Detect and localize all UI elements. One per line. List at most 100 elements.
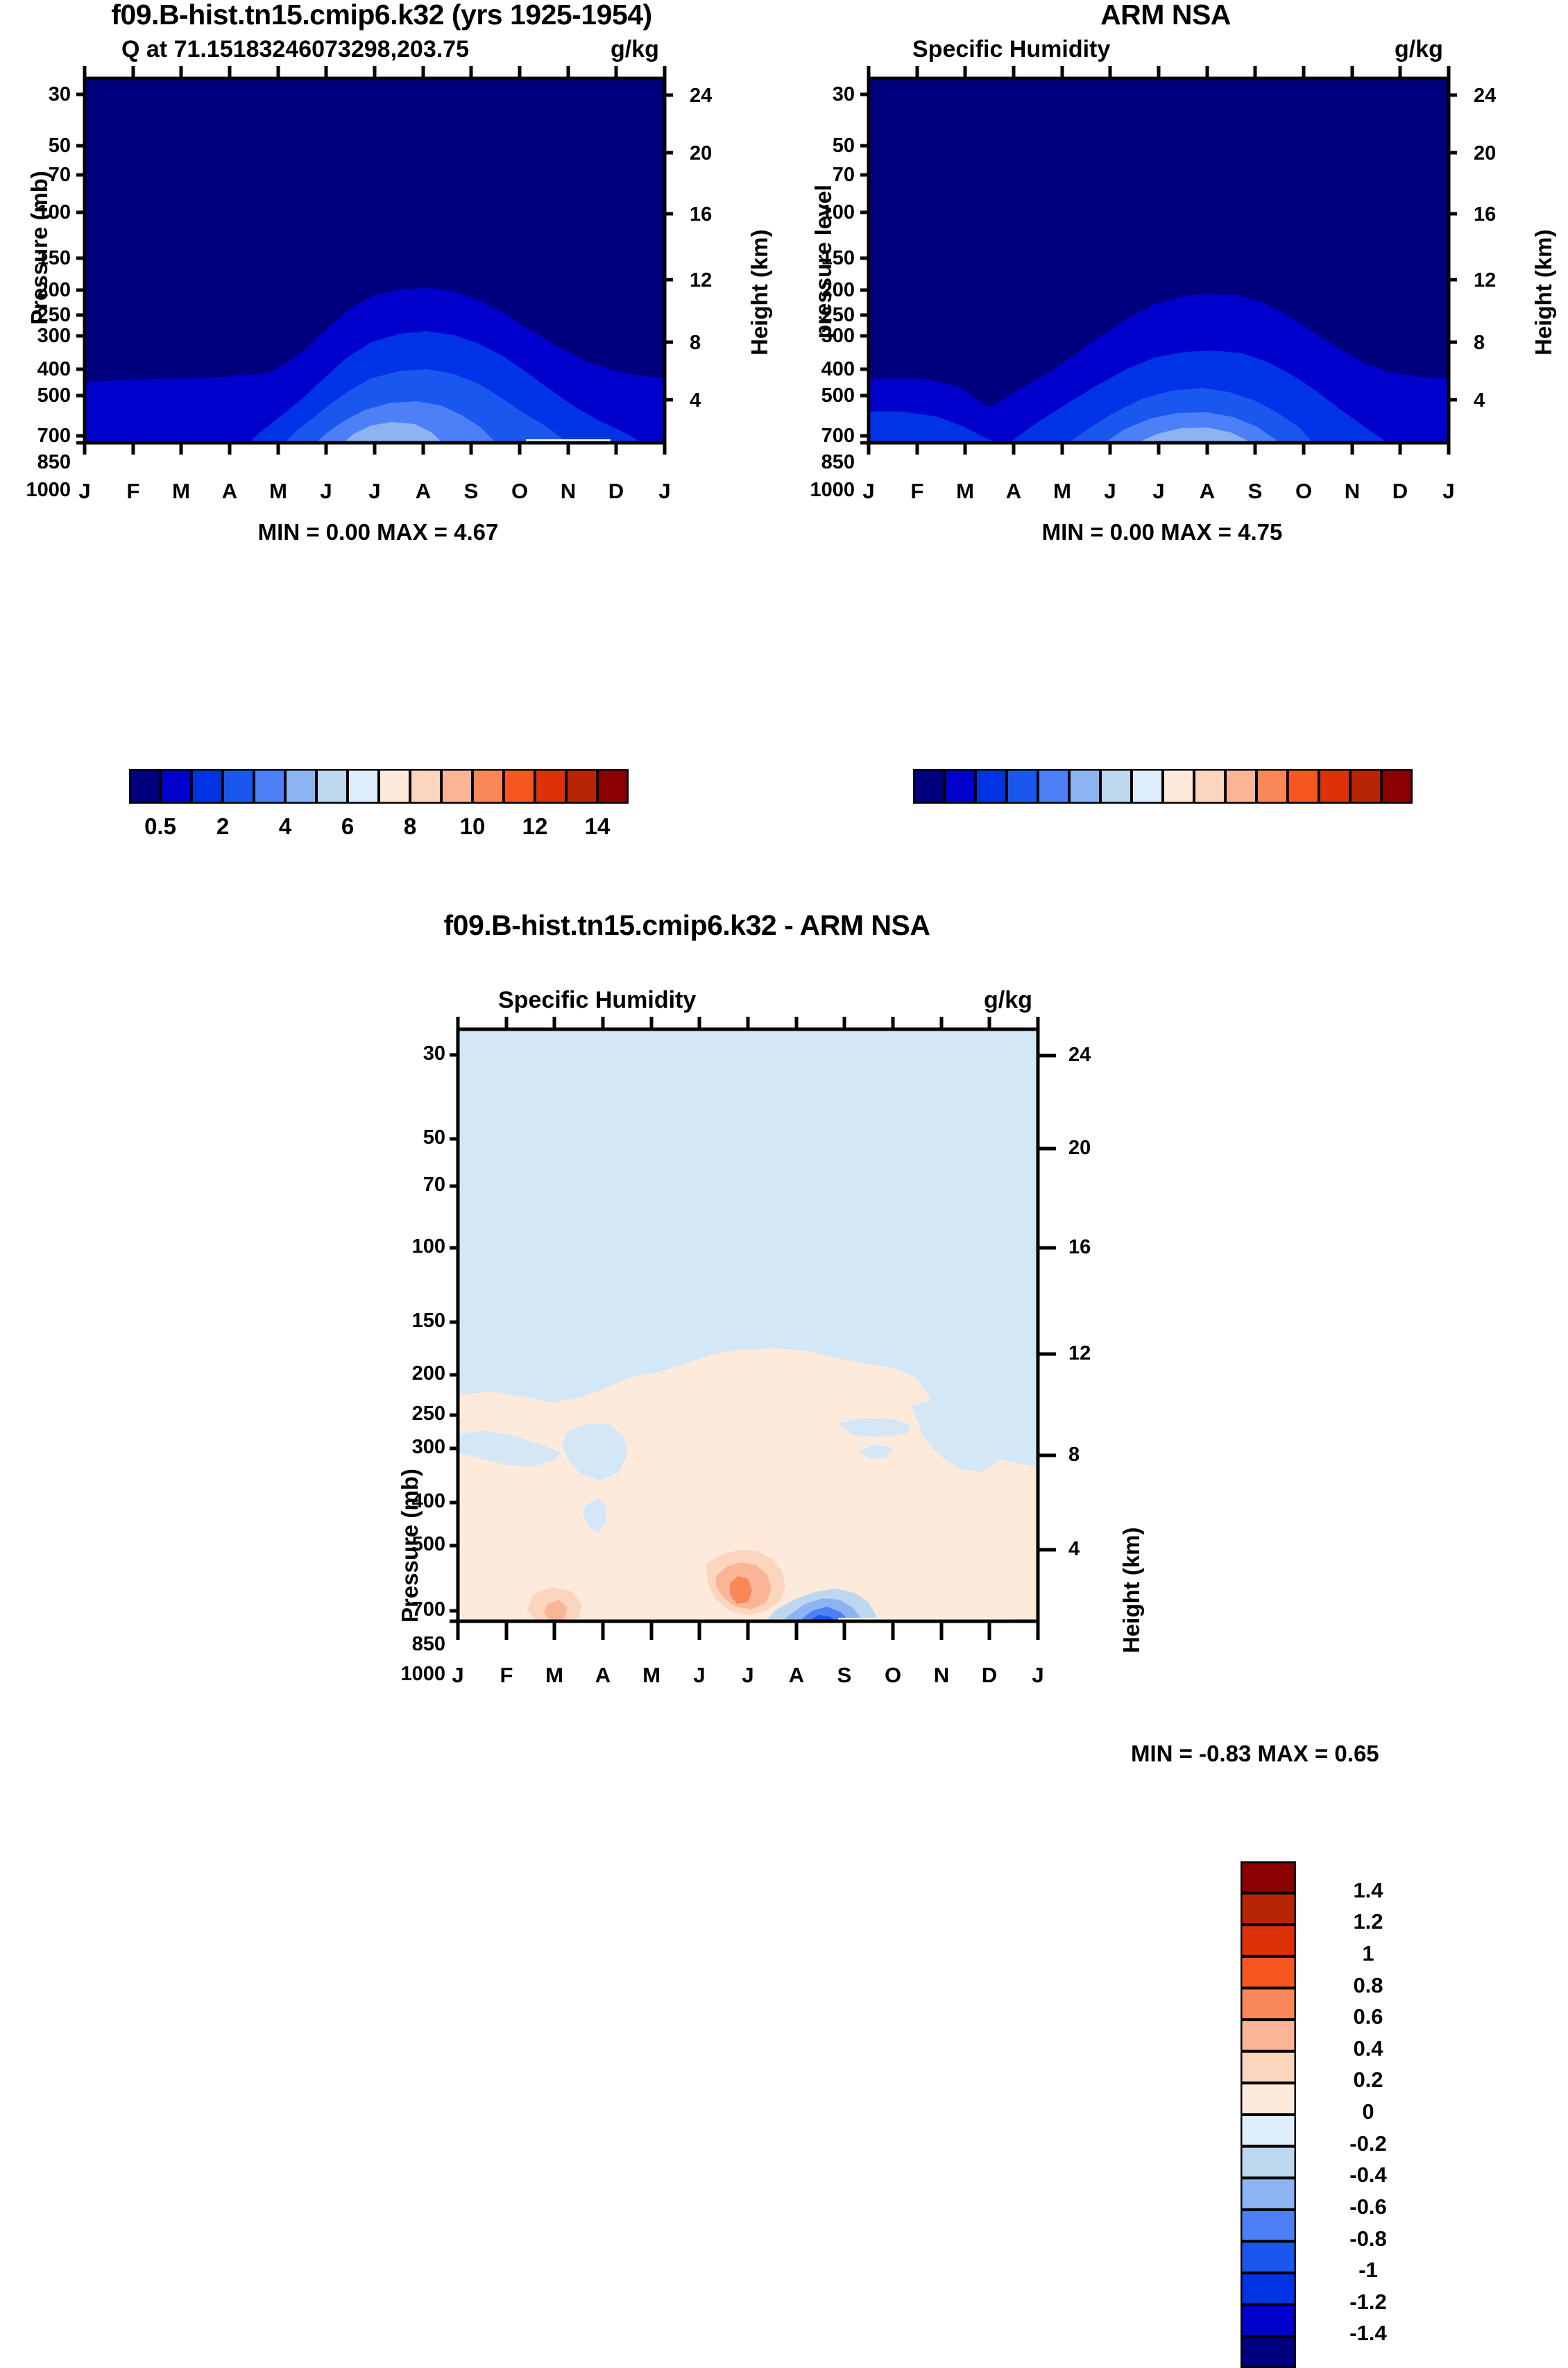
colorbar-cell xyxy=(1241,1986,1296,2022)
ytick-model-30: 30 xyxy=(48,83,71,105)
colorbar-diff xyxy=(1241,1861,1296,2368)
colorbar-cell xyxy=(943,769,977,804)
colorbar-cell xyxy=(1241,2145,1296,2180)
ytick-model-100: 100 xyxy=(37,201,71,223)
ytick-diff-h20: 20 xyxy=(1068,1137,1091,1159)
colorbar-tick-label: 2 xyxy=(216,813,230,839)
colorbar-cell xyxy=(1241,2208,1296,2243)
ytick-obs-200: 200 xyxy=(821,279,855,301)
ytick-diff-h12: 12 xyxy=(1068,1342,1091,1364)
colorbar-tick-label: -1 xyxy=(1358,2258,1378,2283)
colorbar-cell xyxy=(1037,769,1071,804)
xtick-diff-0: J xyxy=(452,1663,464,1687)
ytick-diff-400: 400 xyxy=(411,1490,445,1512)
colorbar-cell xyxy=(1380,769,1413,804)
xtick-model-1: F xyxy=(126,479,140,503)
xtick-model-11: D xyxy=(608,479,624,503)
ytick-obs-h16: 16 xyxy=(1474,203,1497,226)
colorbar-tick-label: 8 xyxy=(403,813,417,839)
panel-obs-title: ARM NSA xyxy=(1100,0,1231,31)
panel-diff-title: f09.B-hist.tn15.cmip6.k32 - ARM NSA xyxy=(443,909,930,941)
colorbar-cell xyxy=(129,769,162,804)
ytick-model-300: 300 xyxy=(37,325,71,347)
ytick-obs-100: 100 xyxy=(821,201,855,223)
colorbar-cell xyxy=(315,769,349,804)
ytick-obs-400: 400 xyxy=(821,358,855,380)
ytick-model-1000: 1000 xyxy=(26,479,71,501)
colorbar-cell xyxy=(1099,769,1133,804)
xtick-model-0: J xyxy=(78,479,91,503)
ytick-obs-h8: 8 xyxy=(1474,332,1485,354)
xtick-diff-8: S xyxy=(837,1663,852,1687)
xtick-model-7: A xyxy=(415,479,432,503)
ytick-obs-700: 700 xyxy=(821,425,855,447)
xtick-model-5: J xyxy=(320,479,332,503)
ytick-diff-50: 50 xyxy=(423,1126,445,1149)
colorbar-tick-label: 0 xyxy=(1362,2099,1374,2124)
panel-diff-units: g/kg xyxy=(984,987,1032,1013)
xtick-diff-5: J xyxy=(693,1663,706,1687)
ytick-diff-200: 200 xyxy=(411,1362,445,1385)
ytick-model-h4: 4 xyxy=(690,389,701,412)
colorbar-cell xyxy=(1241,2176,1296,2211)
ytick-model-h20: 20 xyxy=(690,142,713,164)
xtick-obs-8: S xyxy=(1247,479,1263,503)
colorbar-cell xyxy=(440,769,474,804)
ytick-diff-h8: 8 xyxy=(1068,1444,1080,1466)
panel-model-minmax: MIN = 0.00 MAX = 4.67 xyxy=(257,519,499,545)
panel-diff-subtitle-left: Specific Humidity xyxy=(498,987,697,1013)
xtick-diff-1: F xyxy=(500,1663,513,1687)
colorbar-tick-label: -0.4 xyxy=(1349,2163,1387,2188)
ytick-obs-1000: 1000 xyxy=(810,479,855,501)
ytick-diff-30: 30 xyxy=(423,1042,445,1065)
colorbar-cell xyxy=(1241,2018,1296,2053)
ytick-obs-300: 300 xyxy=(821,325,855,347)
colorbar-cell xyxy=(1286,769,1320,804)
ytick-model-150: 150 xyxy=(37,247,71,269)
xtick-model-2: M xyxy=(172,479,190,503)
xtick-diff-10: N xyxy=(933,1663,950,1687)
colorbar-cell xyxy=(974,769,1008,804)
panel-diff-ylabel-right: Height (km) xyxy=(1118,1527,1144,1654)
xtick-obs-11: D xyxy=(1392,479,1408,503)
colorbar-cell xyxy=(253,769,287,804)
panel-model-ylabel-right: Height (km) xyxy=(747,229,772,356)
colorbar-cell xyxy=(1241,1891,1296,1927)
colorbar-cell xyxy=(1241,2113,1296,2148)
xtick-obs-4: M xyxy=(1053,479,1071,503)
ytick-diff-700: 700 xyxy=(411,1598,445,1621)
ytick-obs-h12: 12 xyxy=(1474,269,1497,291)
colorbar-cell xyxy=(913,769,946,804)
colorbar-tick-label: -1.2 xyxy=(1349,2289,1387,2314)
ytick-model-h16: 16 xyxy=(690,203,713,226)
colorbar-cell xyxy=(471,769,505,804)
colorbar-tick-label: -1.4 xyxy=(1349,2321,1387,2346)
xtick-diff-3: A xyxy=(595,1663,611,1687)
colorbar-cell xyxy=(346,769,380,804)
ytick-obs-h24: 24 xyxy=(1474,85,1497,107)
ytick-model-500: 500 xyxy=(37,384,71,407)
xtick-model-10: N xyxy=(560,479,577,503)
ytick-obs-30: 30 xyxy=(832,83,855,105)
xtick-diff-7: A xyxy=(788,1663,805,1687)
colorbar-cell xyxy=(377,769,411,804)
colorbar-cell xyxy=(502,769,536,804)
ytick-model-250: 250 xyxy=(37,304,71,326)
xtick-obs-9: O xyxy=(1295,479,1313,503)
colorbar-cell xyxy=(1224,769,1258,804)
xtick-diff-9: O xyxy=(884,1663,902,1687)
colorbar-cell xyxy=(1255,769,1289,804)
ytick-diff-h24: 24 xyxy=(1068,1044,1091,1066)
colorbar-cell xyxy=(284,769,318,804)
xtick-obs-3: A xyxy=(1005,479,1022,503)
colorbar-tick-label: 0.5 xyxy=(144,813,176,839)
panel-obs-units: g/kg xyxy=(1395,36,1443,62)
colorbar-cell xyxy=(1241,1923,1296,1958)
colorbar-cell xyxy=(1161,769,1195,804)
ytick-diff-500: 500 xyxy=(411,1533,445,1555)
colorbar-tick-label: 10 xyxy=(459,813,486,839)
xtick-obs-12: J xyxy=(1442,479,1455,503)
colorbar-tick-label: 12 xyxy=(522,813,548,839)
colorbar-model xyxy=(129,769,629,804)
colorbar-cell xyxy=(1068,769,1102,804)
